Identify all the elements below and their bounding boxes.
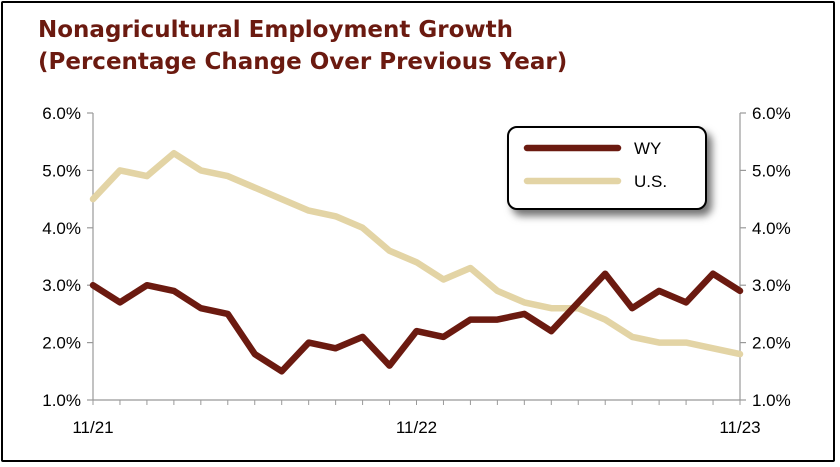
y-tick-label-left: 6.0% <box>42 104 81 123</box>
y-tick-label-right: 2.0% <box>752 334 791 353</box>
y-tick-label-right: 1.0% <box>752 391 791 410</box>
series-layer <box>89 149 744 375</box>
series-line-us <box>89 149 744 358</box>
legend-label-wy: WY <box>634 139 661 158</box>
chart-title-line-2: (Percentage Change Over Previous Year) <box>38 49 568 75</box>
y-tick-label-left: 5.0% <box>42 161 81 180</box>
x-tick-label: 11/23 <box>719 418 760 437</box>
series-line-wy <box>89 270 744 375</box>
y-tick-label-left: 1.0% <box>42 391 81 410</box>
x-tick-label: 11/22 <box>396 418 437 437</box>
chart-title-line-1: Nonagricultural Employment Growth <box>38 17 514 43</box>
legend-label-us: U.S. <box>634 172 667 191</box>
axes: 1.0% 1.0% 2.0% 2.0% 3.0% 3.0% 4.0% 4.0% 5.0% 5.0%… <box>42 104 791 437</box>
y-tick-label-right: 3.0% <box>752 276 791 295</box>
x-tick-label: 11/21 <box>72 418 113 437</box>
y-tick-label-left: 4.0% <box>42 219 81 238</box>
y-tick-label-left: 2.0% <box>42 334 81 353</box>
y-tick-label-right: 6.0% <box>752 104 791 123</box>
legend-box <box>507 126 707 210</box>
y-tick-label-right: 5.0% <box>752 161 791 180</box>
chart-title: Nonagricultural Employment Growth (Perce… <box>38 14 567 78</box>
y-tick-label-left: 3.0% <box>42 276 81 295</box>
y-tick-label-right: 4.0% <box>752 219 791 238</box>
legend: WY U.S. <box>507 126 707 210</box>
